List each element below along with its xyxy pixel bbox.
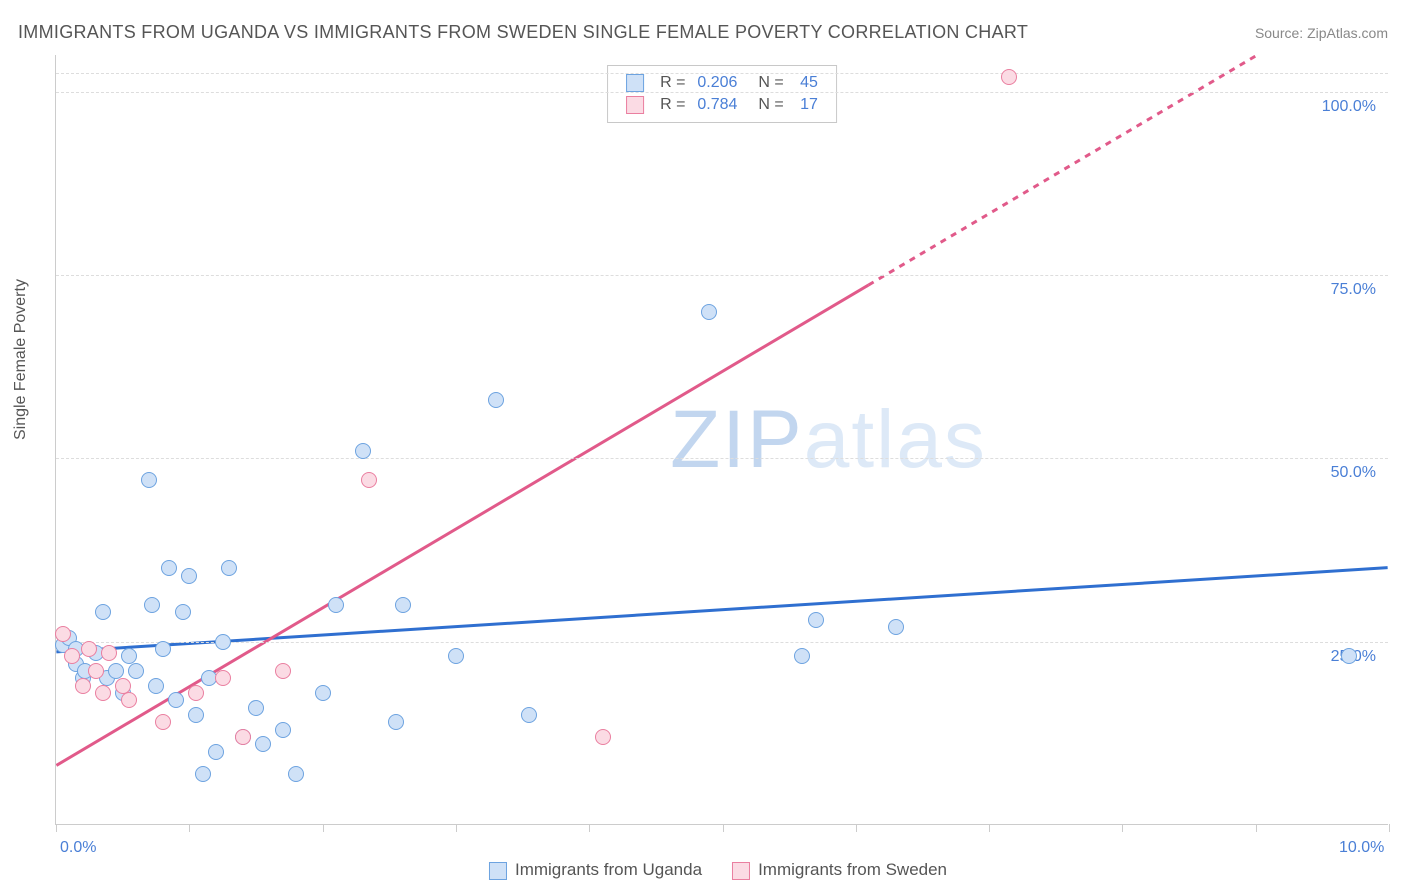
data-point xyxy=(55,626,71,642)
x-tick xyxy=(456,824,457,832)
data-point xyxy=(155,714,171,730)
data-point xyxy=(388,714,404,730)
data-point xyxy=(88,663,104,679)
data-point xyxy=(328,597,344,613)
source-attribution: Source: ZipAtlas.com xyxy=(1255,25,1388,41)
data-point xyxy=(168,692,184,708)
data-point xyxy=(141,472,157,488)
legend-stats-row: R =0.784 N = 17 xyxy=(620,94,824,116)
data-point xyxy=(288,766,304,782)
data-point xyxy=(355,443,371,459)
y-tick-label: 50.0% xyxy=(1331,464,1376,482)
y-axis-label: Single Female Poverty xyxy=(12,279,30,440)
data-point xyxy=(215,634,231,650)
data-point xyxy=(101,645,117,661)
data-point xyxy=(1001,69,1017,85)
x-tick xyxy=(56,824,57,832)
data-point xyxy=(95,685,111,701)
data-point xyxy=(208,744,224,760)
x-tick xyxy=(589,824,590,832)
data-point xyxy=(64,648,80,664)
gridline xyxy=(56,642,1388,643)
x-tick-label: 10.0% xyxy=(1339,839,1384,857)
data-point xyxy=(221,560,237,576)
legend-swatch xyxy=(489,862,507,880)
x-tick xyxy=(1389,824,1390,832)
gridline xyxy=(56,92,1388,93)
data-point xyxy=(121,692,137,708)
data-point xyxy=(1341,648,1357,664)
chart-title: IMMIGRANTS FROM UGANDA VS IMMIGRANTS FRO… xyxy=(18,22,1028,43)
data-point xyxy=(595,729,611,745)
x-tick xyxy=(1256,824,1257,832)
data-point xyxy=(155,641,171,657)
data-point xyxy=(395,597,411,613)
data-point xyxy=(181,568,197,584)
gridline xyxy=(56,73,1388,74)
data-point xyxy=(108,663,124,679)
gridline xyxy=(56,275,1388,276)
data-point xyxy=(81,641,97,657)
data-point xyxy=(128,663,144,679)
legend-swatch xyxy=(732,862,750,880)
data-point xyxy=(255,736,271,752)
data-point xyxy=(521,707,537,723)
x-tick xyxy=(189,824,190,832)
data-point xyxy=(448,648,464,664)
legend-label: Immigrants from Uganda xyxy=(515,860,702,879)
data-point xyxy=(75,678,91,694)
plot-area: ZIPatlas R =0.206 N = 45R =0.784 N = 17 … xyxy=(55,55,1388,825)
data-point xyxy=(361,472,377,488)
x-tick xyxy=(989,824,990,832)
data-point xyxy=(188,707,204,723)
legend-series: Immigrants from Uganda Immigrants from Sw… xyxy=(459,860,947,880)
data-point xyxy=(195,766,211,782)
x-tick xyxy=(1122,824,1123,832)
data-point xyxy=(808,612,824,628)
data-point xyxy=(95,604,111,620)
data-point xyxy=(161,560,177,576)
data-point xyxy=(148,678,164,694)
x-tick xyxy=(323,824,324,832)
chart-container: IMMIGRANTS FROM UGANDA VS IMMIGRANTS FRO… xyxy=(0,0,1406,892)
data-point xyxy=(144,597,160,613)
data-point xyxy=(215,670,231,686)
legend-label: Immigrants from Sweden xyxy=(758,860,947,879)
gridline xyxy=(56,458,1388,459)
data-point xyxy=(888,619,904,635)
data-point xyxy=(488,392,504,408)
y-tick-label: 100.0% xyxy=(1322,98,1376,116)
data-point xyxy=(175,604,191,620)
x-tick xyxy=(856,824,857,832)
data-point xyxy=(701,304,717,320)
y-tick-label: 75.0% xyxy=(1331,281,1376,299)
data-point xyxy=(235,729,251,745)
x-tick xyxy=(723,824,724,832)
data-point xyxy=(275,663,291,679)
data-point xyxy=(121,648,137,664)
data-point xyxy=(794,648,810,664)
data-point xyxy=(275,722,291,738)
data-point xyxy=(115,678,131,694)
x-tick-label: 0.0% xyxy=(60,839,96,857)
watermark: ZIPatlas xyxy=(670,393,987,487)
data-point xyxy=(315,685,331,701)
data-point xyxy=(188,685,204,701)
data-point xyxy=(248,700,264,716)
